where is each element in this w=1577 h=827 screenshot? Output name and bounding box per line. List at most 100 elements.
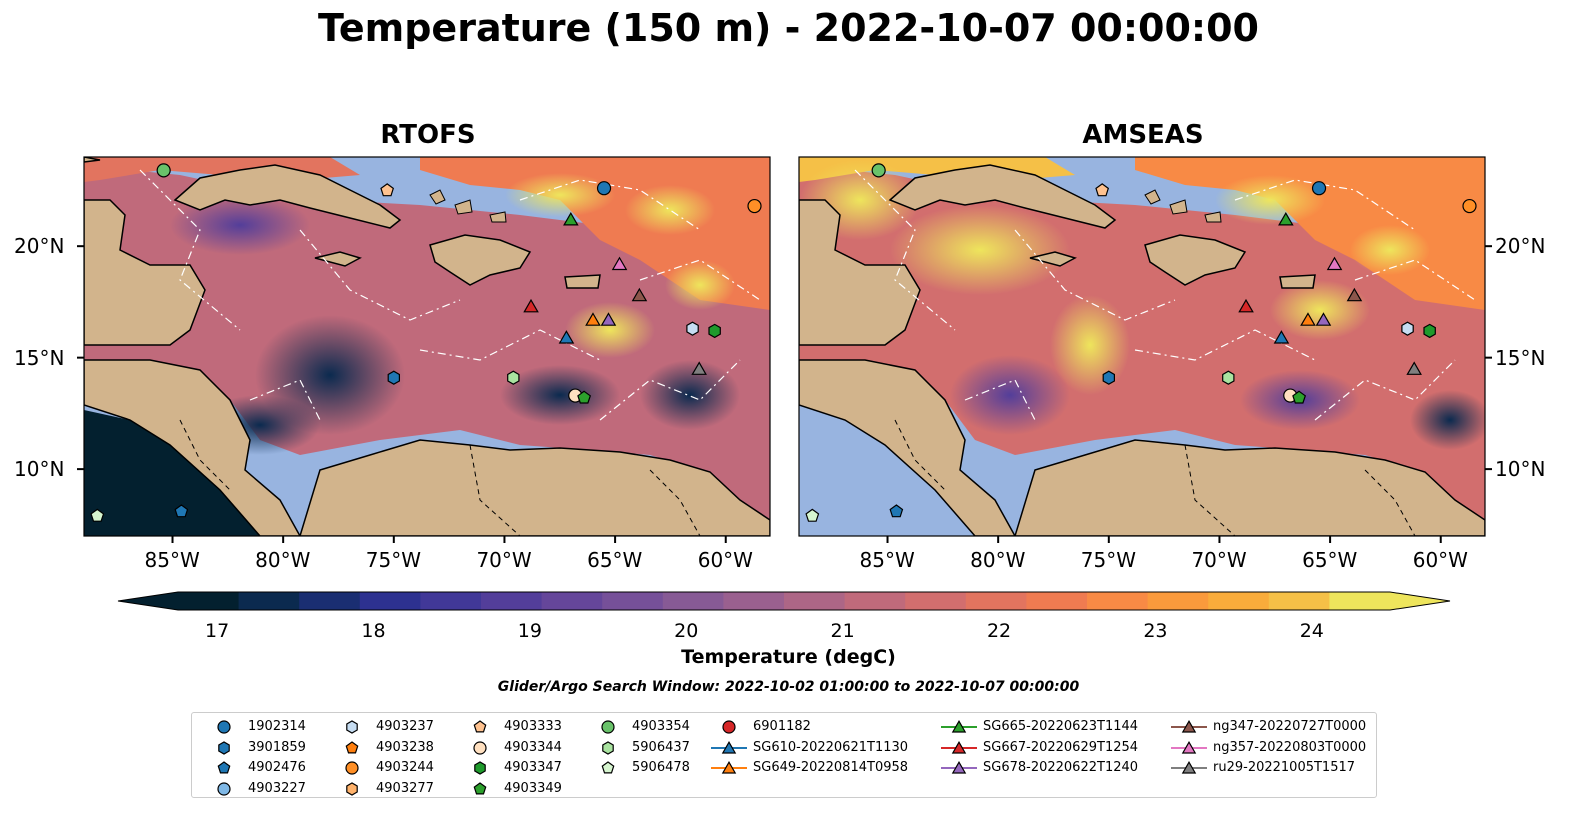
cold-eddy [1410, 390, 1485, 450]
land-cuba [173, 164, 402, 229]
legend-label: ru29-20221005T1517 [1213, 760, 1356, 775]
colorbar-tick-label: 23 [1143, 620, 1168, 642]
observation-marker-3901859 [1102, 370, 1116, 385]
land-puerto-rico [564, 274, 601, 289]
legend-label: 4902476 [248, 760, 306, 775]
land-cuba [888, 164, 1117, 229]
observation-marker-5906437 [1222, 370, 1235, 385]
observation-marker-ng357-20220803t0000 [611, 256, 628, 271]
observation-marker-4903354 [871, 163, 886, 178]
observation-markers-amseas [805, 163, 1477, 522]
colorbar-tick-label: 21 [830, 620, 855, 642]
colorbar-label: Temperature (degC) [681, 646, 896, 668]
observation-marker-sg610-20220621t1130 [558, 330, 575, 344]
legend-label: 4903227 [248, 780, 306, 796]
observation-marker-4902476 [174, 504, 189, 518]
y-tick-label: 20°N [1495, 234, 1546, 259]
legend-label: SG649-20220814T0958 [753, 760, 909, 775]
cool-patch [170, 195, 310, 255]
colorbar-segment [178, 592, 240, 610]
legend-label: 5906478 [632, 760, 690, 775]
land-jamaica [1029, 251, 1077, 267]
land-florida [84, 157, 101, 163]
observation-marker-4903354 [156, 163, 171, 178]
observation-marker-ru29-20221005t1517 [1406, 361, 1422, 375]
observation-marker-sg665-20220623t1144 [563, 211, 579, 226]
colorbar-segment [965, 592, 1027, 610]
land-hispaniola [1144, 234, 1247, 286]
warm-eddy [505, 173, 615, 217]
observation-marker-sg667-20220629t1254 [523, 298, 539, 313]
observation-marker-sg665-20220623t1144 [1278, 211, 1294, 226]
colorbar-segment [481, 592, 543, 610]
country-borders [179, 419, 701, 536]
colorbar-tick-label: 20 [674, 620, 699, 642]
map-panel-amseas [799, 157, 1485, 536]
colorbar-extend-high [1390, 592, 1450, 610]
legend-label: 1902314 [248, 719, 306, 734]
legend-label: 4903333 [504, 719, 562, 734]
map-frame-rtofs [83, 156, 771, 537]
warm-eddy [625, 185, 715, 235]
legend-marker-pentagon [473, 781, 487, 794]
warm-eddy [665, 260, 735, 310]
observation-marker-4903349 [577, 390, 592, 404]
legend-label: 4903244 [376, 760, 434, 775]
colorbar-segment [602, 592, 664, 610]
x-tick-label: 65°W [1302, 548, 1358, 572]
observation-marker-ng357-20220803t0000 [1326, 256, 1343, 271]
legend-label: 4903277 [376, 780, 434, 796]
observation-marker-4903244 [747, 198, 762, 214]
legend-label: SG610-20220621T1130 [753, 739, 909, 755]
legend-marker-hexagon [602, 740, 614, 755]
legend-marker-pentagon [601, 761, 615, 774]
land-central-america [799, 359, 1016, 536]
colorbar-segment [1268, 592, 1330, 610]
warm-eddy [565, 302, 655, 358]
colorbar-tick-label: 17 [205, 620, 230, 642]
observation-marker-5906437 [507, 370, 520, 385]
colorbar-segment [784, 592, 846, 610]
legend-label: SG667-20220629T1254 [983, 739, 1139, 755]
observation-marker-ng347-20220727t0000 [1346, 287, 1363, 302]
x-tick-label: 85°W [859, 548, 915, 572]
observation-marker-5906478 [90, 508, 105, 522]
warm-eddy [890, 205, 1070, 295]
colorbar-segment [1329, 592, 1391, 610]
cold-eddy [500, 365, 620, 425]
y-tick-label: 10°N [1495, 457, 1546, 482]
x-tick-label: 75°W [365, 548, 422, 572]
legend-marker-circle [722, 720, 736, 734]
warm-eddy [1215, 175, 1325, 225]
x-tick-label: 65°W [587, 548, 643, 572]
colorbar-tick-label: 18 [361, 620, 386, 642]
colorbar-tick-label: 22 [986, 620, 1012, 642]
legend-marker-triangle [941, 760, 977, 774]
land-south-america [1014, 439, 1485, 536]
x-tick-label: 70°W [1191, 548, 1247, 572]
legend-label: 5906437 [632, 739, 690, 755]
figure-title: Temperature (150 m) - 2022-10-07 00:00:0… [317, 6, 1259, 50]
land-yucatan-mexico [799, 199, 921, 346]
observation-marker-4903244 [1462, 198, 1477, 214]
observation-marker-sg610-20220621t1130 [1273, 330, 1290, 344]
x-tick-label: 60°W [697, 548, 753, 572]
x-tick-label: 80°W [970, 548, 1026, 572]
observation-marker-1902314 [1311, 181, 1327, 196]
colorbar-tick-label: 24 [1299, 620, 1324, 642]
land-jamaica [314, 251, 362, 267]
legend-label: 4903349 [504, 780, 562, 796]
y-axis-ticks [77, 245, 1492, 471]
legend-marker-hexagon [346, 720, 358, 734]
x-axis-ticks [171, 536, 1442, 543]
colorbar-segment [723, 592, 785, 610]
map-panel-rtofs [84, 157, 770, 536]
colorbar-extend-low [118, 592, 178, 610]
legend-marker-circle [473, 740, 487, 755]
colorbar-segment [1208, 592, 1270, 610]
cold-eddy [640, 360, 740, 430]
legend-label: ng357-20220803T0000 [1213, 739, 1367, 755]
y-tick-label: 15°N [14, 345, 65, 370]
observation-marker-4903237 [686, 321, 699, 336]
